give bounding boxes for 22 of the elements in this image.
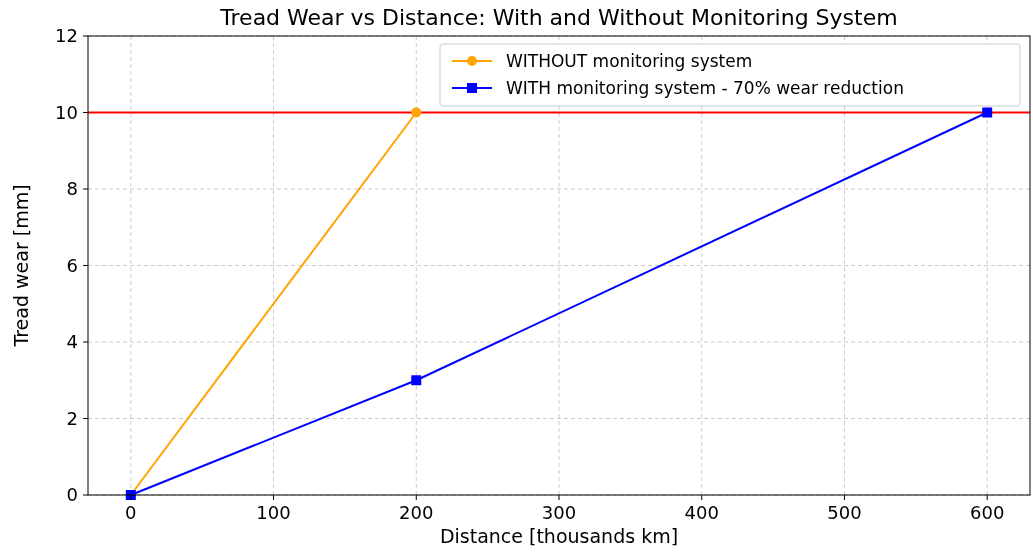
y-tick-label: 0: [66, 484, 78, 506]
x-axis-title: Distance [thousands km]: [439, 525, 679, 547]
y-tick-label: 10: [55, 101, 78, 123]
x-tick-label: 500: [827, 502, 862, 523]
x-tick-label: 300: [541, 502, 577, 523]
y-axis-title: Tread wear [mm]: [10, 184, 32, 348]
x-tick-label: 0: [125, 502, 137, 523]
point: [982, 107, 993, 118]
point: [411, 107, 422, 118]
point: [411, 375, 422, 386]
legend-label: WITH monitoring system - 70% wear reduction: [506, 77, 904, 98]
x-tick-label: 200: [399, 502, 434, 523]
x-tick-label: 100: [256, 502, 291, 523]
y-tick-label: 4: [66, 331, 78, 353]
chart-title: Tread Wear vs Distance: With and Without Monitoring System: [219, 5, 898, 30]
y-tick-label: 8: [66, 178, 78, 200]
x-tick-label: 600: [970, 502, 1005, 523]
y-tick-label: 2: [66, 407, 78, 429]
y-tick-label: 12: [55, 25, 78, 47]
x-tick-label: 400: [684, 502, 719, 523]
y-tick-label: 6: [66, 254, 78, 276]
legend-label: WITHOUT monitoring system: [506, 50, 753, 71]
